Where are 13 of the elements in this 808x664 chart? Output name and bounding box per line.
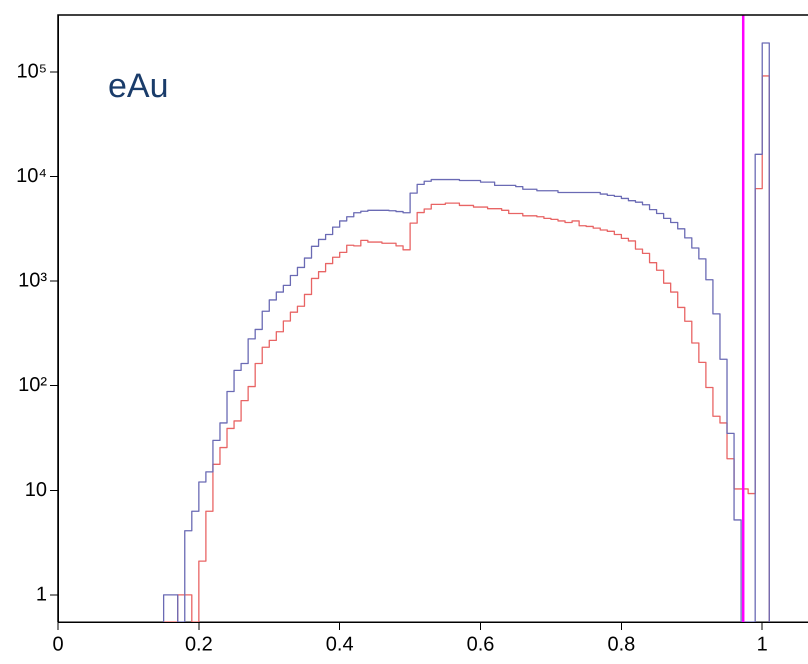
y-tick-label: 10⁵ — [16, 60, 47, 82]
x-tick-label: 1 — [756, 634, 768, 656]
x-tick-label: 0.6 — [466, 634, 494, 656]
x-tick-label: 0 — [52, 634, 64, 656]
x-tick-label: 0.2 — [184, 634, 213, 656]
annotation: eAu — [108, 67, 168, 105]
y-tick-label: 1 — [36, 583, 47, 606]
x-tick-label: 0.4 — [326, 634, 354, 656]
y-tick-label: 10² — [18, 374, 48, 396]
y-tick-label: 10³ — [18, 270, 48, 292]
y-tick-label: 10 — [24, 478, 47, 501]
y-tick-label: 10⁴ — [16, 165, 47, 188]
x-tick-label: 0.8 — [607, 634, 636, 656]
